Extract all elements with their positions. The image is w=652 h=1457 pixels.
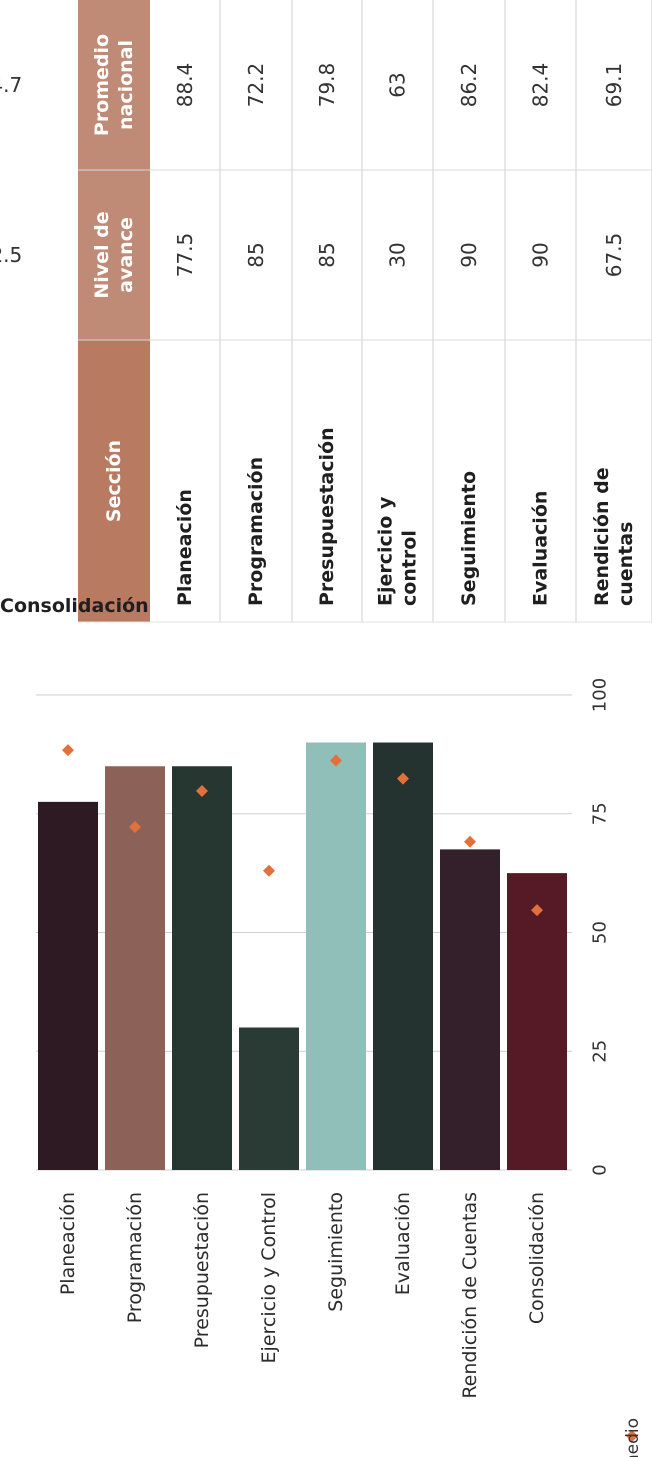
bar (440, 849, 500, 1170)
table-header: nacional (115, 40, 137, 130)
table-cell-section: Presupuestación (316, 427, 338, 606)
table-header: Nivel de (91, 211, 113, 298)
category-label: Programación (124, 1192, 146, 1323)
table-cell-promedio: 69.1 (602, 63, 626, 108)
table-cell-promedio: 72.2 (244, 63, 268, 108)
average-marker (531, 904, 543, 917)
category-label: Rendición de Cuentas (459, 1192, 481, 1399)
x-tick-label: 25 (590, 1040, 611, 1063)
table-cell-promedio: 82.4 (529, 63, 553, 108)
average-marker (330, 754, 342, 767)
average-marker (62, 744, 74, 757)
data-table: Promedio nacional Nivel de avance Sección 88.… (0, 0, 652, 623)
table-header: avance (115, 217, 137, 293)
x-tick-label: 100 (590, 678, 611, 712)
table-cell-section: Planeación (174, 489, 196, 606)
table-cell-nivel: 90 (529, 242, 553, 267)
bar (507, 873, 567, 1170)
table-cell-promedio: 88.4 (173, 63, 197, 108)
table-cell-promedio: 79.8 (315, 63, 339, 108)
chart-bars (38, 742, 567, 1170)
category-label: Seguimiento (325, 1192, 347, 1312)
bar (38, 801, 98, 1170)
table-cell-nivel: 77.5 (173, 233, 197, 278)
bar (105, 766, 165, 1170)
bar (239, 1027, 299, 1170)
table-cell-section: Rendición de (591, 467, 613, 606)
table-cell-promedio: 86.2 (457, 63, 481, 108)
category-label: Consolidación (526, 1192, 548, 1324)
bar (373, 742, 433, 1170)
category-label: Presupuestación (191, 1192, 213, 1348)
average-marker (129, 821, 141, 834)
table-header: Promedio (91, 34, 113, 136)
bar (172, 766, 232, 1170)
chart-markers (62, 744, 543, 917)
table-cell-nivel: 85 (244, 242, 268, 267)
average-marker (196, 784, 208, 797)
table-cell-nivel: 90 (457, 242, 481, 267)
x-tick-label: 0 (590, 1164, 611, 1175)
table-cell-section: Consolidación (0, 595, 149, 617)
chart-tick-labels: 0 25 50 75 100 (590, 678, 611, 1176)
table-cell-nivel: 67.5 (602, 233, 626, 278)
table-cell-nivel: 85 (315, 242, 339, 267)
bar-chart: Planeación Programación Presupuestación Eje… (36, 678, 643, 1457)
bar (306, 742, 366, 1170)
table-cell-section: Evaluación (530, 491, 552, 606)
table-cell-section: Ejercicio y (375, 496, 397, 606)
category-label: Evaluación (392, 1192, 414, 1295)
average-marker (263, 864, 275, 877)
average-marker (464, 835, 476, 848)
category-label: Ejercicio y Control (258, 1192, 280, 1363)
legend-label: Promedio (623, 1418, 643, 1457)
table-cell-nivel: 62.5 (0, 243, 22, 267)
x-tick-label: 75 (590, 802, 611, 825)
table-cell-promedio: 63 (386, 72, 410, 97)
table-cell-section: Seguimiento (458, 471, 480, 606)
category-label: Planeación (57, 1192, 79, 1295)
table-cell-section: Programación (245, 457, 267, 606)
x-tick-label: 50 (590, 921, 611, 944)
table-cell-promedio: 54.7 (0, 73, 22, 97)
chart-legend: Promedio (623, 1418, 643, 1457)
table-cell-section: cuentas (615, 522, 637, 606)
legend-marker (626, 1430, 638, 1442)
chart-category-labels: Planeación Programación Presupuestación Eje… (57, 1192, 548, 1399)
table-header: Sección (103, 440, 125, 522)
average-marker (397, 772, 409, 785)
table-cell-nivel: 30 (386, 242, 410, 267)
table-cell-section: control (399, 530, 421, 606)
